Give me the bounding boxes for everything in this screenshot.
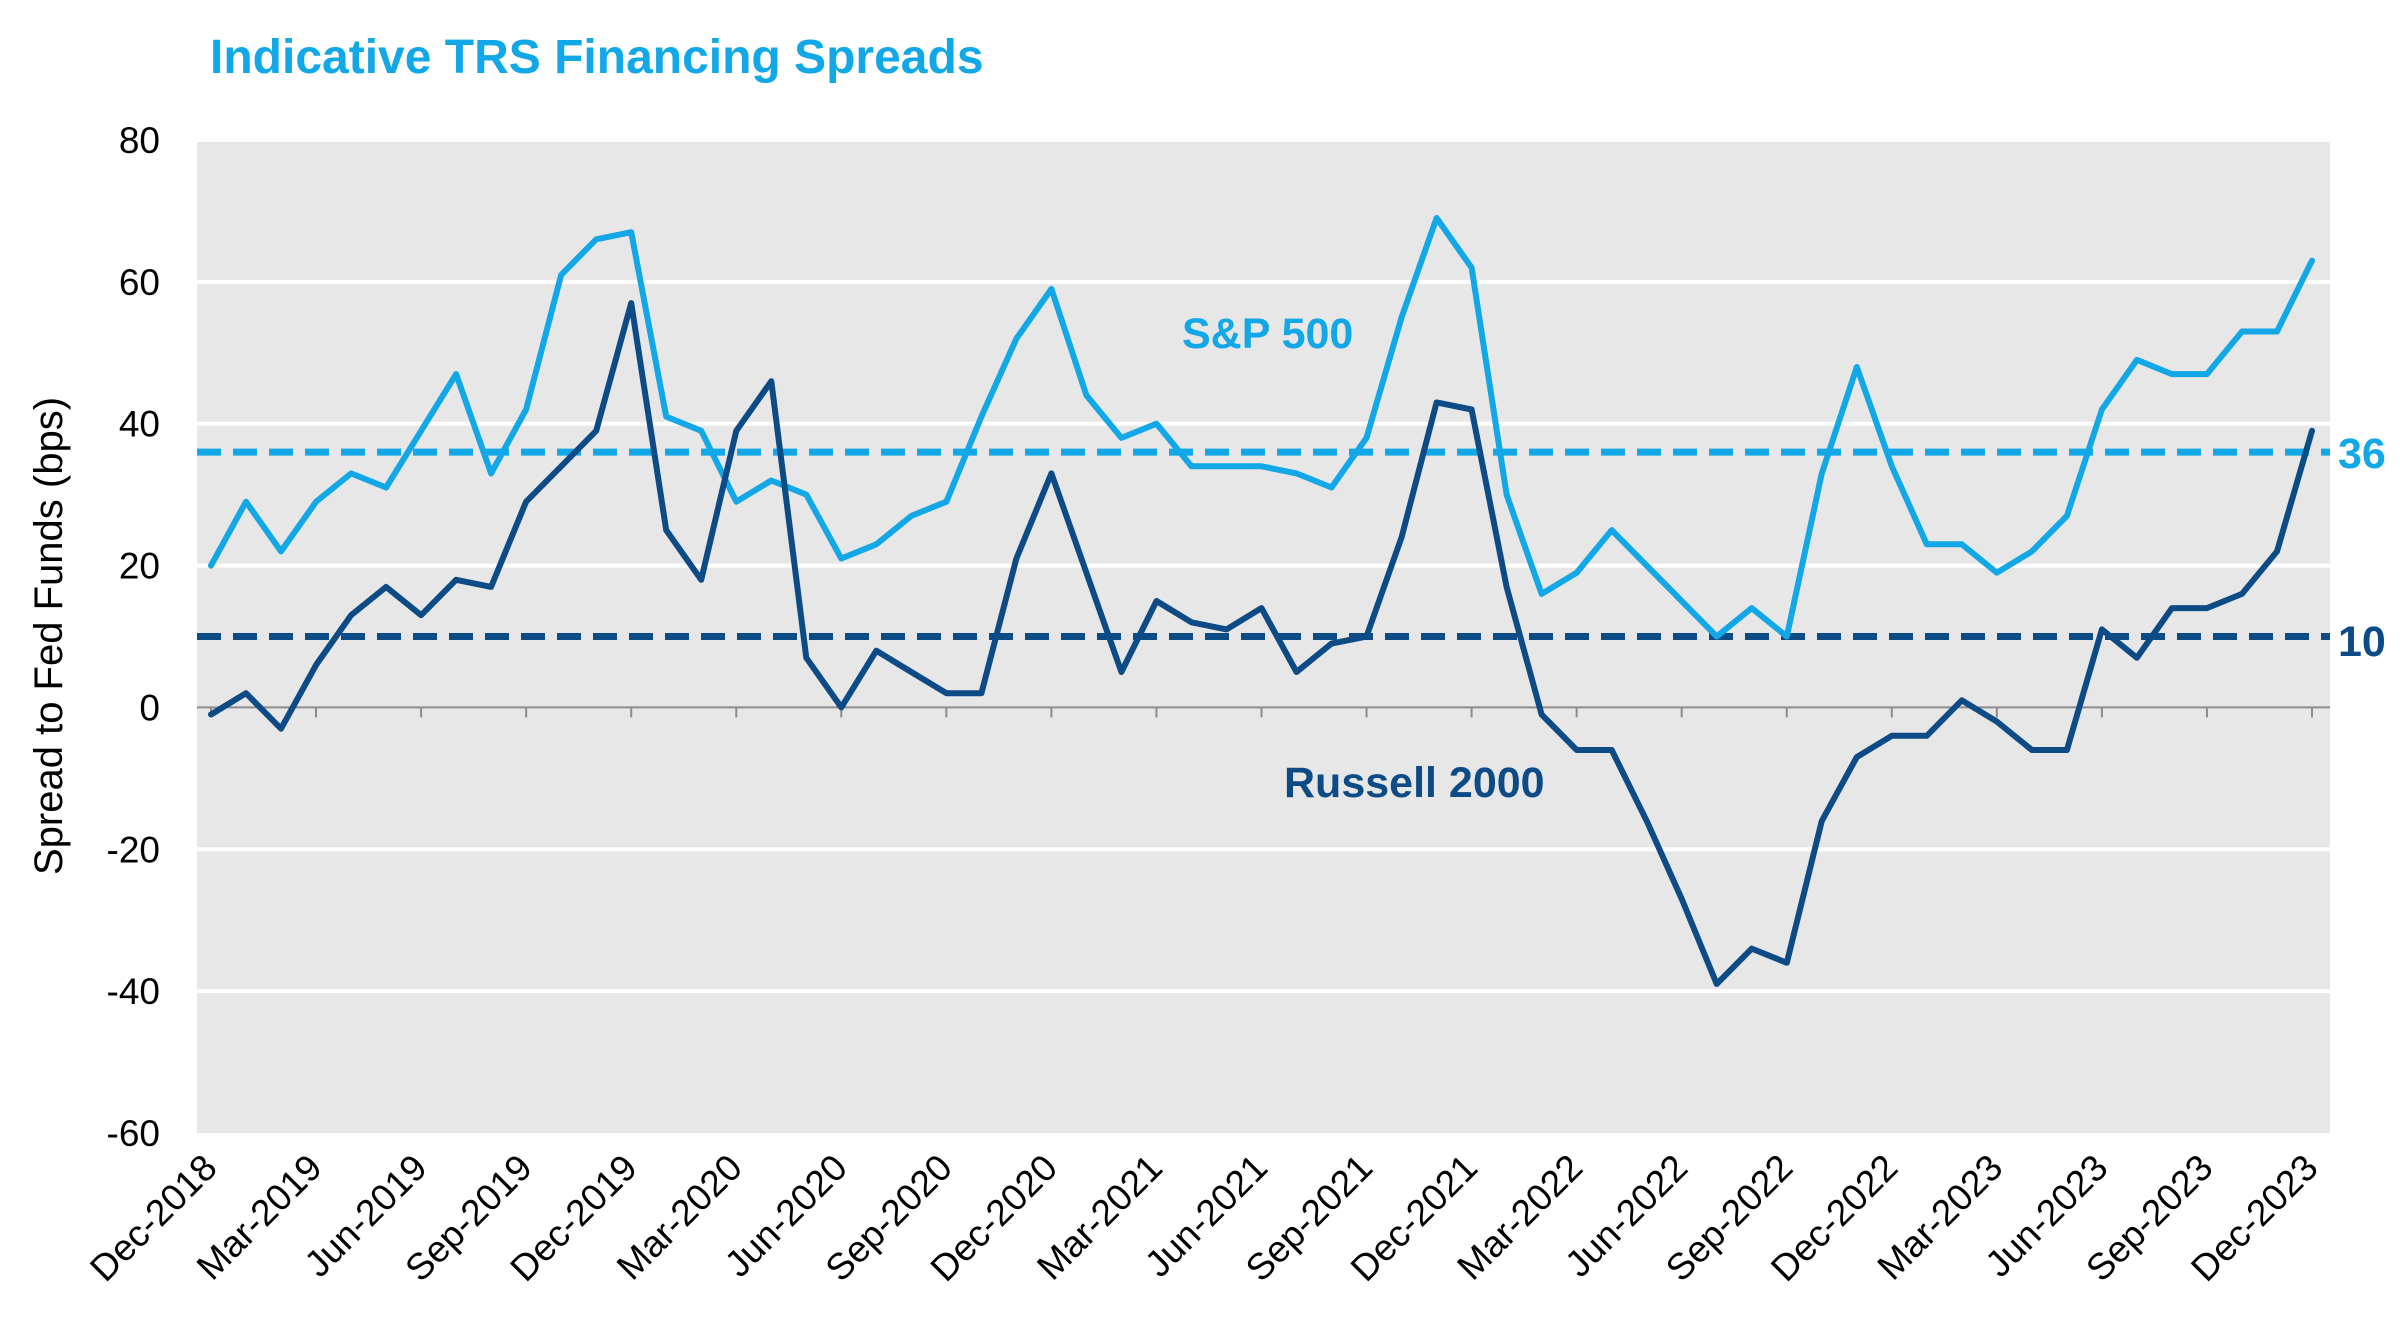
- series-label-sp500: S&P 500: [1182, 310, 1353, 358]
- y-axis-title: Spread to Fed Funds (bps): [27, 397, 71, 875]
- gridlines: [197, 138, 2330, 994]
- series-label-russell2000: Russell 2000: [1284, 759, 1545, 807]
- y-tick-label: 80: [119, 120, 160, 161]
- y-tick-label: -40: [107, 971, 160, 1012]
- reference-label-sp500: 36: [2338, 430, 2386, 478]
- y-tick-label: 40: [119, 404, 160, 445]
- series-line-russell2000: [208, 300, 2315, 987]
- y-tick-label: -60: [107, 1113, 160, 1154]
- series-line-sp500: [208, 215, 2315, 640]
- series-lines: [208, 215, 2315, 987]
- y-tick-label: 0: [139, 687, 160, 728]
- y-tick-label: 20: [119, 546, 160, 587]
- x-tick-labels: Dec-2018Mar-2019Jun-2019Sep-2019Dec-2019…: [82, 1147, 2325, 1289]
- reference-lines: [197, 448, 2330, 640]
- y-tick-label: 60: [119, 262, 160, 303]
- reference-label-russell2000: 10: [2338, 618, 2386, 666]
- y-tick-label: -20: [107, 829, 160, 870]
- chart-title: Indicative TRS Financing Spreads: [210, 31, 984, 84]
- y-tick-labels: 80 60 40 20 0 -20 -40 -60: [107, 120, 160, 1154]
